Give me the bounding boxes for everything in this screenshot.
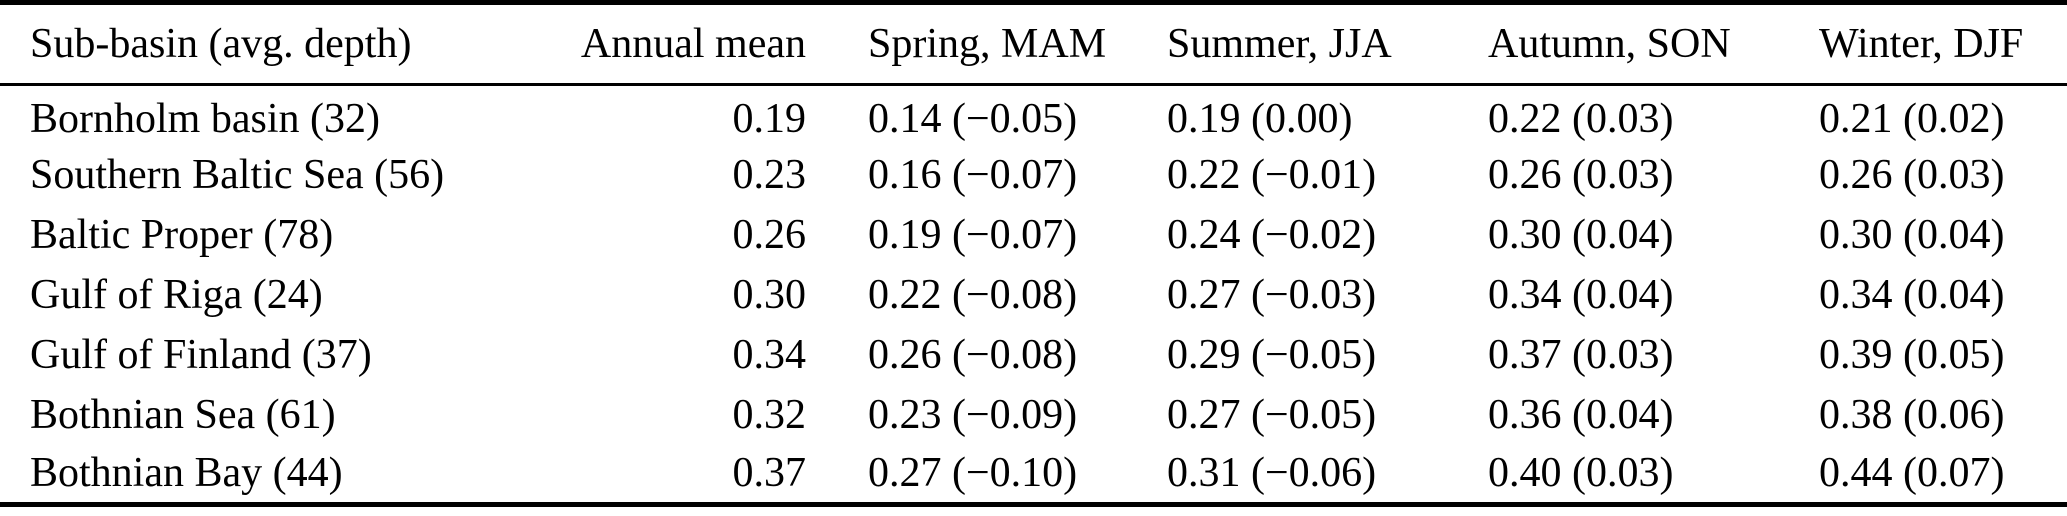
table-header-row: Sub-basin (avg. depth) Annual mean Sprin… <box>0 2 2067 86</box>
cell-spring: 0.26 (−0.08) <box>868 331 1078 378</box>
cell-spring: 0.27 (−0.10) <box>868 450 1078 497</box>
cell-annual-mean: 0.37 <box>732 450 807 497</box>
table-row: Bothnian Bay (44) 0.37 0.27 (−0.10) 0.31… <box>0 445 2067 505</box>
cell-summer: 0.24 (−0.02) <box>1167 211 1377 258</box>
cell-annual-mean: 0.30 <box>732 271 807 318</box>
cell-sub-basin: Bornholm basin (32) <box>30 96 380 143</box>
cell-winter: 0.30 (0.04) <box>1819 211 2005 258</box>
column-header-summer: Summer, JJA <box>1167 2 1488 86</box>
cell-summer: 0.19 (0.00) <box>1167 96 1353 143</box>
cell-autumn: 0.40 (0.03) <box>1488 450 1674 497</box>
cell-winter: 0.38 (0.06) <box>1819 391 2005 438</box>
cell-sub-basin: Gulf of Finland (37) <box>30 331 372 378</box>
table-body: Bornholm basin (32) 0.19 0.14 (−0.05) 0.… <box>0 85 2067 505</box>
cell-summer: 0.29 (−0.05) <box>1167 331 1377 378</box>
cell-annual-mean: 0.34 <box>732 331 807 378</box>
table-row: Gulf of Finland (37) 0.34 0.26 (−0.08) 0… <box>0 325 2067 385</box>
cell-autumn: 0.30 (0.04) <box>1488 211 1674 258</box>
cell-spring: 0.16 (−0.07) <box>868 151 1078 198</box>
cell-winter: 0.39 (0.05) <box>1819 331 2005 378</box>
cell-winter: 0.21 (0.02) <box>1819 96 2005 143</box>
cell-summer: 0.27 (−0.05) <box>1167 391 1377 438</box>
cell-summer: 0.22 (−0.01) <box>1167 151 1377 198</box>
cell-autumn: 0.26 (0.03) <box>1488 151 1674 198</box>
cell-sub-basin: Bothnian Sea (61) <box>30 391 336 438</box>
cell-sub-basin: Southern Baltic Sea (56) <box>30 151 445 198</box>
cell-autumn: 0.34 (0.04) <box>1488 271 1674 318</box>
cell-winter: 0.44 (0.07) <box>1819 450 2005 497</box>
cell-spring: 0.14 (−0.05) <box>868 96 1078 143</box>
cell-annual-mean: 0.26 <box>732 211 807 258</box>
cell-spring: 0.23 (−0.09) <box>868 391 1078 438</box>
table-row: Southern Baltic Sea (56) 0.23 0.16 (−0.0… <box>0 145 2067 205</box>
column-header-spring: Spring, MAM <box>806 2 1167 86</box>
cell-spring: 0.19 (−0.07) <box>868 211 1078 258</box>
cell-sub-basin: Bothnian Bay (44) <box>30 450 343 497</box>
cell-annual-mean: 0.23 <box>732 151 807 198</box>
column-header-autumn: Autumn, SON <box>1488 2 1819 86</box>
cell-winter: 0.26 (0.03) <box>1819 151 2005 198</box>
table-row: Baltic Proper (78) 0.26 0.19 (−0.07) 0.2… <box>0 205 2067 265</box>
cell-spring: 0.22 (−0.08) <box>868 271 1078 318</box>
column-header-annual-mean: Annual mean <box>528 2 806 86</box>
cell-summer: 0.27 (−0.03) <box>1167 271 1377 318</box>
cell-autumn: 0.37 (0.03) <box>1488 331 1674 378</box>
cell-annual-mean: 0.19 <box>732 96 807 143</box>
cell-sub-basin: Baltic Proper (78) <box>30 211 334 258</box>
cell-annual-mean: 0.32 <box>732 391 807 438</box>
table-row: Bothnian Sea (61) 0.32 0.23 (−0.09) 0.27… <box>0 385 2067 445</box>
column-header-winter: Winter, DJF <box>1819 2 2067 86</box>
cell-winter: 0.34 (0.04) <box>1819 271 2005 318</box>
cell-summer: 0.31 (−0.06) <box>1167 450 1377 497</box>
table-row: Gulf of Riga (24) 0.30 0.22 (−0.08) 0.27… <box>0 265 2067 325</box>
cell-autumn: 0.22 (0.03) <box>1488 96 1674 143</box>
cell-autumn: 0.36 (0.04) <box>1488 391 1674 438</box>
table-row: Bornholm basin (32) 0.19 0.14 (−0.05) 0.… <box>0 85 2067 145</box>
cell-sub-basin: Gulf of Riga (24) <box>30 271 323 318</box>
column-header-sub-basin: Sub-basin (avg. depth) <box>0 2 528 86</box>
